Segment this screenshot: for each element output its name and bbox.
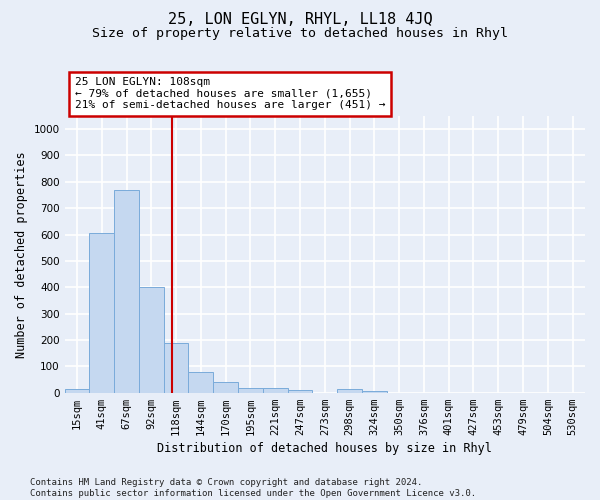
Bar: [89, 233, 114, 392]
Text: 25 LON EGLYN: 108sqm
← 79% of detached houses are smaller (1,655)
21% of semi-de: 25 LON EGLYN: 108sqm ← 79% of detached h…: [75, 77, 385, 110]
X-axis label: Distribution of detached houses by size in Rhyl: Distribution of detached houses by size …: [157, 442, 492, 455]
Bar: [164, 342, 188, 392]
Y-axis label: Number of detached properties: Number of detached properties: [15, 151, 28, 358]
Bar: [213, 382, 238, 392]
Bar: [287, 390, 313, 392]
Bar: [139, 287, 164, 393]
Text: Contains HM Land Registry data © Crown copyright and database right 2024.
Contai: Contains HM Land Registry data © Crown c…: [30, 478, 476, 498]
Bar: [337, 390, 362, 392]
Bar: [65, 388, 89, 392]
Bar: [114, 190, 139, 392]
Bar: [362, 391, 387, 392]
Bar: [238, 388, 263, 392]
Bar: [263, 388, 287, 392]
Text: Size of property relative to detached houses in Rhyl: Size of property relative to detached ho…: [92, 28, 508, 40]
Text: 25, LON EGLYN, RHYL, LL18 4JQ: 25, LON EGLYN, RHYL, LL18 4JQ: [167, 12, 433, 28]
Bar: [188, 372, 213, 392]
